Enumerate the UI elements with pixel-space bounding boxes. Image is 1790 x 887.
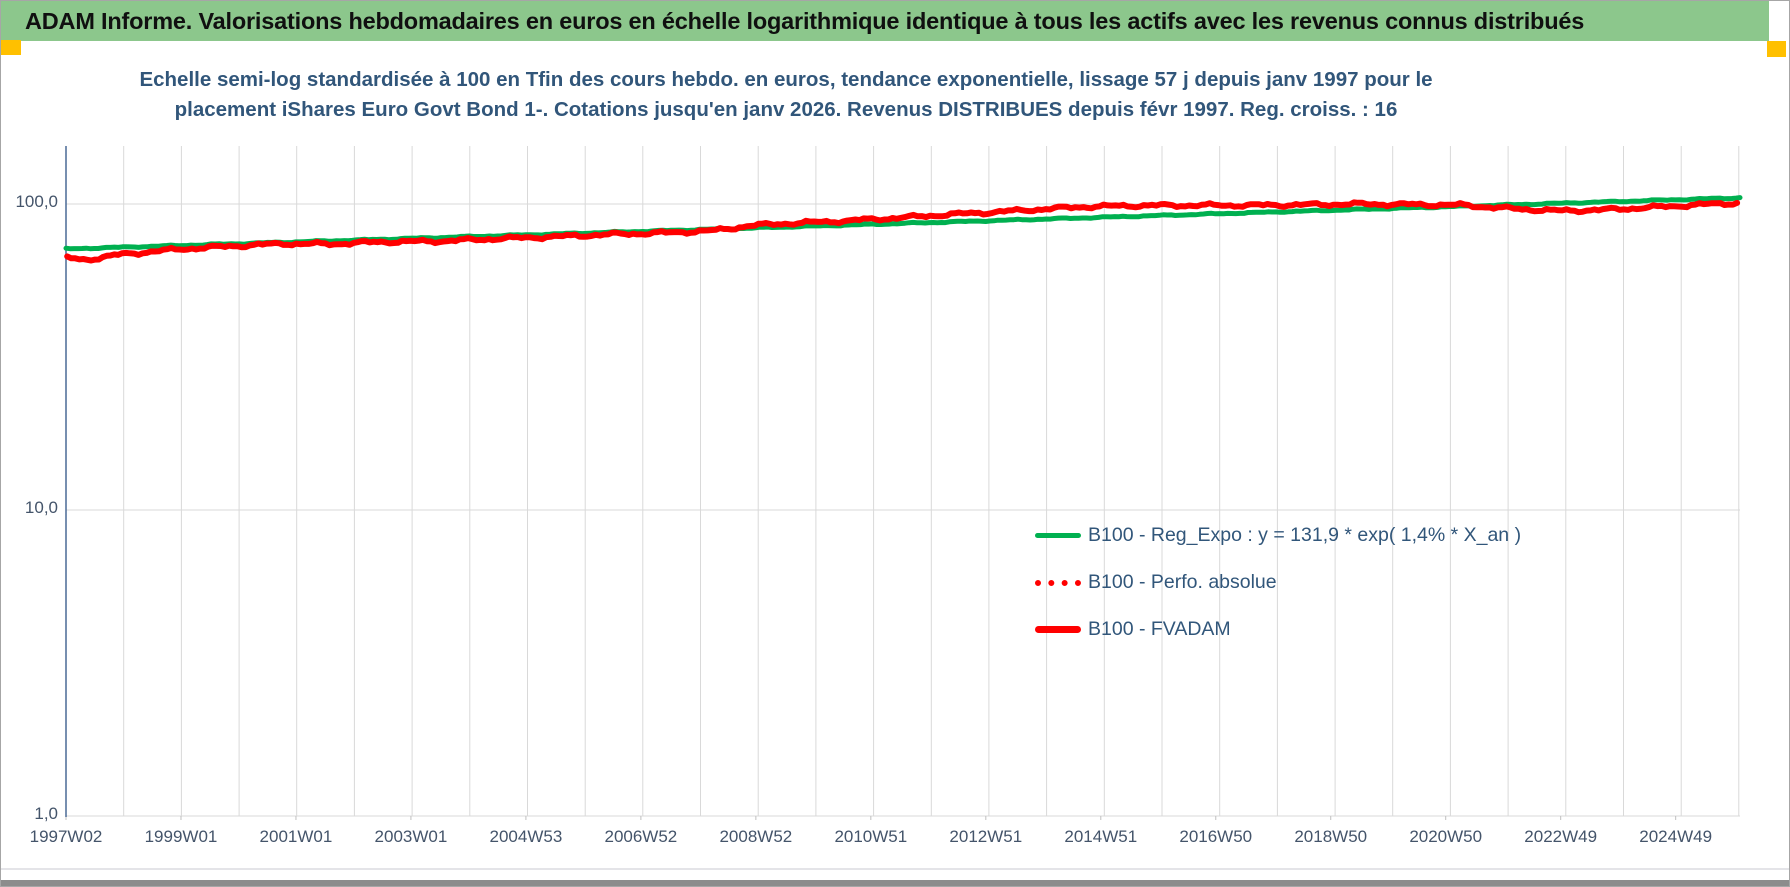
x-tick-label: 2008W52 xyxy=(719,827,793,846)
legend-label-reg-expo: B100 - Reg_Expo : y = 131,9 * exp( 1,4% … xyxy=(1088,524,1522,546)
x-tick-label: 2024W49 xyxy=(1639,827,1713,846)
x-tick-label: 2018W50 xyxy=(1294,827,1368,846)
chart-title-line-2: placement iShares Euro Govt Bond 1-. Cot… xyxy=(174,98,1398,121)
legend-line-green-icon xyxy=(1035,533,1081,538)
x-tick-label: 2006W52 xyxy=(604,827,678,846)
corner-marker-right xyxy=(1767,41,1786,57)
series-line-1 xyxy=(64,199,1740,263)
y-tick-label-1: 1,0 xyxy=(34,804,58,823)
y-tick-label-100: 100,0 xyxy=(15,192,58,211)
x-tick-label: 2020W50 xyxy=(1409,827,1483,846)
x-tick-label: 2012W51 xyxy=(949,827,1023,846)
x-tick-label: 1997W02 xyxy=(29,827,103,846)
x-tick-label: 2001W01 xyxy=(259,827,333,846)
header-bar: ADAM Informe. Valorisations hebdomadaire… xyxy=(1,1,1769,41)
header-title: ADAM Informe. Valorisations hebdomadaire… xyxy=(25,7,1585,34)
legend-item-fvadam[interactable]: B100 - FVADAM xyxy=(1035,606,1521,653)
chart-legend: B100 - Reg_Expo : y = 131,9 * exp( 1,4% … xyxy=(1035,512,1521,653)
legend-item-perfo-absolue[interactable]: B100 - Perfo. absolue xyxy=(1035,559,1521,606)
y-tick-label-10: 10,0 xyxy=(24,498,58,517)
x-tick-label: 1999W01 xyxy=(144,827,218,846)
x-tick-label: 2010W51 xyxy=(834,827,908,846)
series-line-0 xyxy=(63,195,1743,252)
legend-line-red-icon xyxy=(1035,626,1081,633)
corner-marker-left xyxy=(1,40,21,55)
x-tick-label: 2014W51 xyxy=(1064,827,1138,846)
legend-label-fvadam: B100 - FVADAM xyxy=(1088,618,1231,640)
legend-label-perfo-absolue: B100 - Perfo. absolue xyxy=(1088,571,1277,593)
window-edge-line xyxy=(1,868,1789,870)
x-tick-label: 2022W49 xyxy=(1524,827,1598,846)
window-bottom-bar[interactable] xyxy=(1,880,1789,886)
x-tick-label: 2016W50 xyxy=(1179,827,1253,846)
legend-item-reg-expo[interactable]: B100 - Reg_Expo : y = 131,9 * exp( 1,4% … xyxy=(1035,512,1521,559)
legend-dotted-red-icon xyxy=(1035,579,1081,586)
chart-title-line-1: Echelle semi-log standardisée à 100 en T… xyxy=(139,68,1433,91)
x-tick-label: 2003W01 xyxy=(374,827,448,846)
series-line-2 xyxy=(64,199,1741,264)
chart-title: Echelle semi-log standardisée à 100 en T… xyxy=(66,65,1506,125)
x-tick-label: 2004W53 xyxy=(489,827,563,846)
